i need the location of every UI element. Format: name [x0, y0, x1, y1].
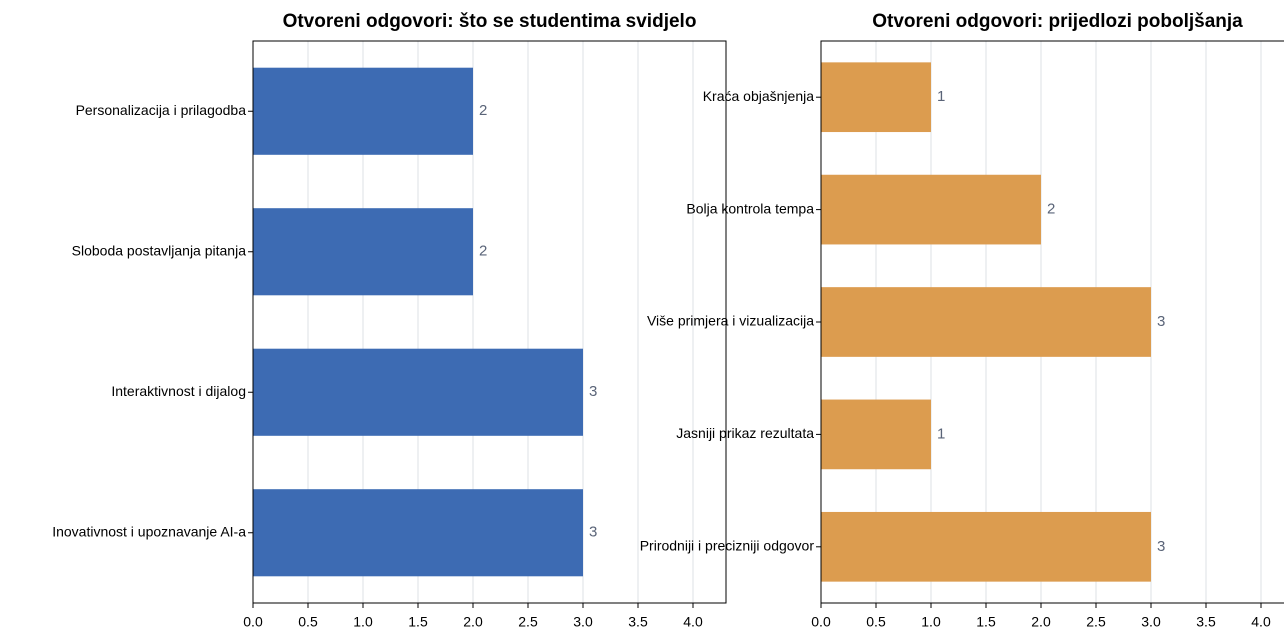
- x-tick-label: 1.5: [976, 614, 996, 630]
- bar: [253, 489, 583, 577]
- bar: [253, 348, 583, 436]
- x-tick-label: 2.5: [518, 614, 538, 630]
- x-tick-label: 0.5: [866, 614, 886, 630]
- value-label: 1: [937, 425, 945, 442]
- y-tick-label: Više primjera i vizualizacija: [647, 313, 814, 329]
- x-tick-label: 2.0: [463, 614, 483, 630]
- bar: [821, 287, 1151, 357]
- y-tick-label: Inovativnost i upoznavanje AI-a: [52, 523, 246, 539]
- x-tick-label: 2.5: [1086, 614, 1106, 630]
- bar: [821, 62, 931, 133]
- value-label: 3: [589, 383, 597, 400]
- bar: [253, 208, 473, 296]
- x-tick-label: 1.0: [921, 614, 941, 630]
- x-tick-label: 0.0: [243, 614, 263, 630]
- y-tick-label: Kraća objašnjenja: [703, 88, 815, 104]
- value-label: 1: [937, 88, 945, 105]
- value-label: 3: [1157, 538, 1165, 555]
- x-tick-label: 3.0: [1141, 614, 1161, 630]
- x-tick-label: 4.0: [1251, 614, 1271, 630]
- value-label: 2: [479, 102, 487, 119]
- x-tick-label: 1.0: [353, 614, 373, 630]
- x-tick-label: 0.0: [811, 614, 831, 630]
- chart-title: Otvoreni odgovori: prijedlozi poboljšanj…: [872, 11, 1243, 32]
- y-tick-label: Bolja kontrola tempa: [686, 200, 814, 216]
- chart-title: Otvoreni odgovori: što se studentima svi…: [283, 11, 697, 32]
- bar: [821, 174, 1041, 245]
- value-label: 3: [589, 524, 597, 541]
- y-tick-label: Jasniji prikaz rezultata: [676, 425, 814, 441]
- bar: [821, 399, 931, 470]
- x-tick-label: 0.5: [298, 614, 318, 630]
- x-tick-label: 3.0: [573, 614, 593, 630]
- x-tick-label: 1.5: [408, 614, 428, 630]
- x-tick-label: 3.5: [1196, 614, 1216, 630]
- bar: [821, 511, 1151, 582]
- y-tick-label: Sloboda postavljanja pitanja: [72, 242, 247, 258]
- y-tick-label: Prirodniji i precizniji odgovor: [640, 538, 815, 554]
- y-tick-label: Personalizacija i prilagodba: [76, 102, 247, 118]
- value-label: 3: [1157, 313, 1165, 330]
- x-tick-label: 2.0: [1031, 614, 1051, 630]
- x-tick-label: 4.0: [683, 614, 703, 630]
- x-tick-label: 3.5: [628, 614, 648, 630]
- bar: [253, 67, 473, 155]
- value-label: 2: [479, 243, 487, 260]
- axes-frame: [820, 40, 1284, 604]
- value-label: 2: [1047, 201, 1055, 218]
- y-tick-label: Interaktivnost i dijalog: [111, 383, 246, 399]
- axes-frame: [252, 40, 727, 604]
